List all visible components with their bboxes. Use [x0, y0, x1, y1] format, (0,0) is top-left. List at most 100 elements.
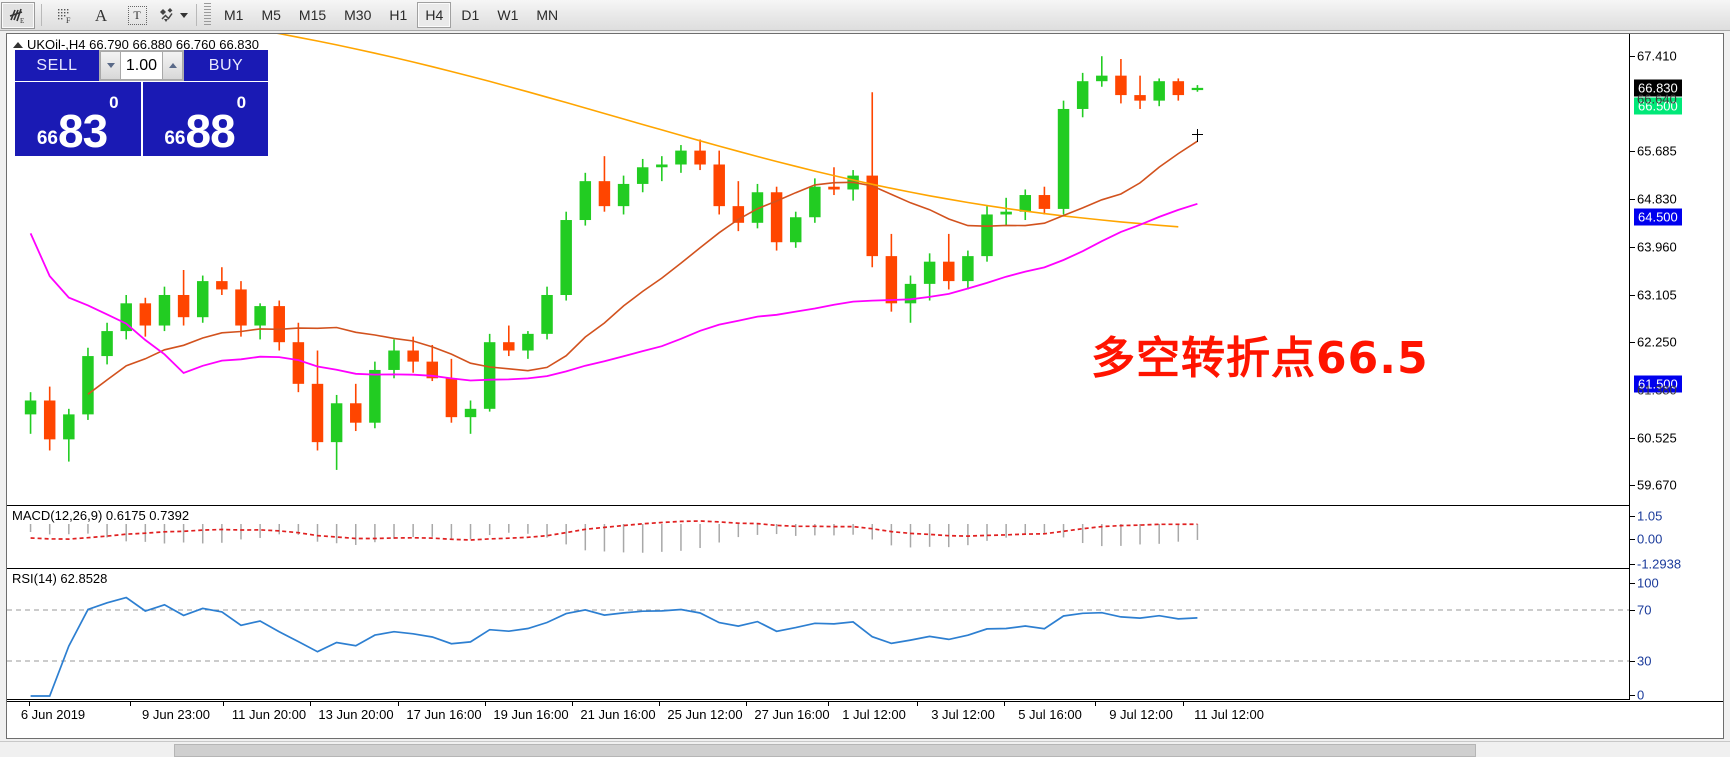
- macd-histogram: [29, 524, 1199, 553]
- timeframe-button-m30[interactable]: M30: [344, 7, 372, 23]
- toolbar-grip[interactable]: [204, 3, 211, 27]
- chart-templates-icon[interactable]: E: [1, 1, 35, 29]
- indicator-tick: [1630, 661, 1635, 662]
- macd-tick-label: 0.00: [1637, 531, 1663, 547]
- ma-mid-line: [87, 140, 1198, 395]
- candle-body: [732, 206, 745, 223]
- timeframe-button-h1[interactable]: H1: [389, 7, 408, 23]
- crosshair-horizontal: [1192, 134, 1203, 135]
- candle-body: [885, 256, 898, 304]
- indicator-tick: [1630, 539, 1635, 540]
- symbol-ohlc-header: UKOil-,H4 66.790 66.880 66.760 66.830: [27, 37, 260, 52]
- price-tick-label: 60.525: [1637, 430, 1677, 446]
- volume-stepper[interactable]: 1.00: [99, 50, 184, 81]
- candle-body: [962, 256, 974, 282]
- candle-body: [713, 164, 725, 207]
- price-tick: [1630, 247, 1635, 249]
- price-tick: [1630, 151, 1635, 153]
- candle-body: [292, 342, 305, 384]
- macd-pane[interactable]: MACD(12,26,9) 0.6175 0.7392: [7, 507, 1629, 569]
- candle-body: [828, 186, 840, 190]
- horizontal-scrollbar-thumb[interactable]: [174, 744, 1476, 757]
- candle-body: [1057, 108, 1070, 209]
- candle-body: [82, 356, 94, 415]
- timeframe-button-d1[interactable]: D1: [461, 7, 480, 23]
- timeframe-button-mn[interactable]: MN: [536, 7, 559, 23]
- octp-header-row: SELL 1.00 BUY: [15, 50, 268, 81]
- scrollbar-track[interactable]: [0, 741, 1730, 757]
- toolbar: E F A T: [0, 0, 1730, 31]
- time-tick: [29, 701, 30, 706]
- objects-list-icon[interactable]: [156, 2, 190, 29]
- volume-decrement-button[interactable]: [100, 51, 121, 80]
- candle-body: [904, 283, 917, 304]
- ma-short-line: [29, 202, 1198, 382]
- rsi-pane[interactable]: RSI(14) 62.8528: [7, 570, 1629, 700]
- time-tick: [1183, 701, 1184, 706]
- sell-price-display[interactable]: 66 83 0: [15, 82, 141, 156]
- candle-body: [120, 303, 132, 332]
- timeframe-button-m5[interactable]: M5: [261, 7, 281, 23]
- timeframe-button-w1[interactable]: W1: [497, 7, 519, 23]
- indicators-glyph: F: [58, 9, 71, 25]
- candle-body: [101, 331, 113, 357]
- price-scale[interactable]: 67.410 65.685 64.830 63.960 63.105 62.250 60.5…: [1629, 34, 1723, 703]
- time-tick: [1004, 701, 1005, 706]
- candle-body: [330, 403, 343, 443]
- time-tick: [310, 701, 311, 706]
- buy-button[interactable]: BUY: [184, 50, 268, 81]
- chevron-up-icon: [168, 63, 177, 68]
- timeframe-button-m15[interactable]: M15: [298, 7, 327, 23]
- time-axis[interactable]: 6 Jun 2019 9 Jun 23:00 11 Jun 20:00 13 Jun …: [7, 701, 1723, 738]
- candle-body: [139, 303, 152, 326]
- price-tick-label: 65.685: [1637, 143, 1677, 159]
- text-tool-icon[interactable]: A: [84, 2, 118, 29]
- chart-frame: UKOil-,H4 66.790 66.880 66.760 66.830 多空…: [6, 33, 1724, 739]
- rsi-tick-label: 70: [1637, 602, 1652, 618]
- price-pane[interactable]: UKOil-,H4 66.790 66.880 66.760 66.830 多空…: [7, 34, 1629, 506]
- crosshair-cursor[interactable]: [1192, 129, 1203, 142]
- candle-body: [923, 261, 936, 284]
- candle-body: [943, 261, 955, 282]
- indicators-icon[interactable]: F: [48, 2, 82, 29]
- price-tick-label: 61.380: [1637, 382, 1677, 398]
- candle-body: [43, 400, 56, 440]
- candle-body: [445, 378, 458, 418]
- text-label-icon[interactable]: T: [120, 2, 154, 29]
- candle-body: [235, 289, 247, 326]
- svg-text:F: F: [66, 16, 71, 25]
- candle-body: [636, 167, 649, 184]
- candle-body: [1191, 87, 1204, 91]
- one-click-trading-panel[interactable]: SELL 1.00 BUY 66 83: [15, 50, 268, 156]
- chart-annotation-text: 多空转折点66.5: [1091, 333, 1429, 384]
- time-tick-label: 3 Jul 12:00: [931, 707, 995, 722]
- chevron-down-icon[interactable]: [180, 12, 188, 18]
- rsi-plot: [7, 596, 1629, 697]
- time-tick: [1095, 701, 1096, 706]
- time-tick: [485, 701, 486, 706]
- price-label-last-price: 66.830: [1634, 79, 1682, 97]
- time-tick-label: 11 Jul 12:00: [1194, 707, 1264, 722]
- toolbar-divider-1: [41, 4, 42, 26]
- candle-body: [24, 400, 37, 415]
- objects-glyph: [160, 8, 173, 22]
- sell-button[interactable]: SELL: [15, 50, 99, 81]
- timeframe-button-m1[interactable]: M1: [224, 7, 244, 23]
- volume-input[interactable]: 1.00: [121, 51, 162, 80]
- timeframe-bar: M1 M5 M15 M30 H1 H4 D1 W1 MN: [215, 2, 567, 28]
- timeframe-button-h4[interactable]: H4: [417, 2, 452, 28]
- time-tick: [659, 701, 660, 706]
- chart-collapse-icon[interactable]: [13, 42, 23, 48]
- chevron-down-icon: [106, 63, 115, 68]
- rsi-header: RSI(14) 62.8528: [12, 571, 108, 586]
- time-tick: [223, 701, 224, 706]
- buy-price-display[interactable]: 66 88 0: [142, 82, 268, 156]
- candle-body: [426, 361, 439, 379]
- price-tick-label: 59.670: [1637, 477, 1677, 493]
- volume-increment-button[interactable]: [162, 51, 183, 80]
- candle-body: [751, 192, 764, 223]
- candle-body: [1038, 195, 1051, 209]
- candle-body: [254, 306, 266, 326]
- candle-body: [407, 350, 419, 362]
- time-tick-label: 21 Jun 16:00: [580, 707, 656, 722]
